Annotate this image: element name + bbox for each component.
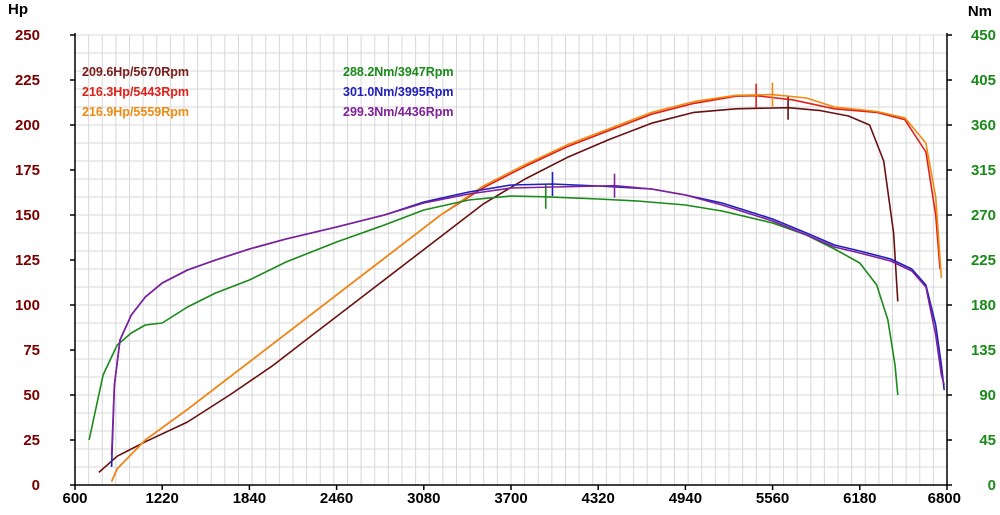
right-tick-label: 270: [971, 207, 996, 224]
series-line-5: [110, 183, 945, 468]
x-tick-label: 1220: [146, 490, 179, 507]
left-tick-label: 250: [15, 27, 40, 44]
x-tick-label: 1840: [233, 490, 266, 507]
left-tick-label: 175: [15, 162, 40, 179]
x-tick-label: 3080: [407, 490, 440, 507]
legend-entry: 216.3Hp/5443Rpm: [82, 85, 189, 99]
right-axis-title: Nm: [968, 3, 992, 20]
series-line-3: [110, 93, 943, 482]
legend-entry: 216.9Hp/5559Rpm: [82, 105, 189, 119]
left-tick-label: 75: [23, 342, 40, 359]
series-line-2: [110, 94, 941, 482]
x-tick-label: 600: [62, 490, 87, 507]
right-tick-label: 180: [971, 297, 996, 314]
x-tick-label: 3700: [494, 490, 527, 507]
x-tick-label: 5560: [756, 490, 789, 507]
left-tick-label: 150: [15, 207, 40, 224]
legend-entry: 288.2Nm/3947Rpm: [343, 65, 453, 79]
right-tick-label: 405: [971, 72, 996, 89]
right-tick-label: 450: [971, 27, 996, 44]
left-tick-label: 50: [23, 387, 40, 404]
right-tick-label: 90: [979, 387, 996, 404]
right-tick-label: 0: [988, 477, 996, 494]
legend-entry: 299.3Nm/4436Rpm: [343, 105, 453, 119]
left-tick-label: 25: [23, 432, 40, 449]
x-tick-label: 4320: [582, 490, 615, 507]
left-tick-label: 100: [15, 297, 40, 314]
series-line-4: [88, 195, 899, 441]
left-tick-label: 125: [15, 252, 40, 269]
left-axis-title: Hp: [8, 1, 28, 18]
right-tick-label: 315: [971, 162, 996, 179]
right-tick-label: 225: [971, 252, 996, 269]
legend-entry: 301.0Nm/3995Rpm: [343, 85, 453, 99]
left-tick-label: 200: [15, 117, 40, 134]
x-tick-label: 4940: [669, 490, 702, 507]
right-tick-label: 45: [979, 432, 996, 449]
series-line-6: [110, 184, 945, 456]
right-tick-label: 360: [971, 117, 996, 134]
right-tick-label: 135: [971, 342, 996, 359]
x-tick-label: 2460: [320, 490, 353, 507]
x-tick-label: 6180: [843, 490, 876, 507]
left-tick-label: 225: [15, 72, 40, 89]
left-tick-label: 0: [32, 477, 40, 494]
legend-entry: 209.6Hp/5670Rpm: [82, 65, 189, 79]
x-tick-label: 6800: [928, 490, 961, 507]
series-line-1: [98, 106, 899, 473]
